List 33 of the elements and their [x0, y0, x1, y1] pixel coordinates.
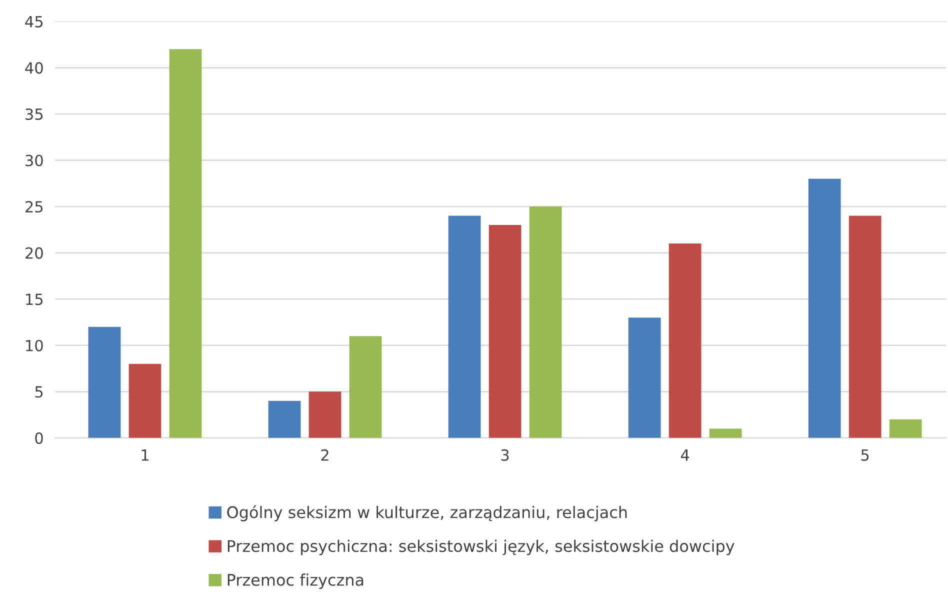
y-tick-label: 45: [25, 16, 43, 28]
legend-label: Ogólny seksizm w kulturze, zarządzaniu, relacjach: [227, 505, 627, 522]
bar: [628, 318, 661, 438]
y-tick-label: 15: [26, 294, 43, 306]
bar: [808, 178, 841, 438]
x-tick-label: 5: [861, 450, 869, 461]
y-tick-label: 5: [35, 386, 43, 398]
bar: [308, 392, 342, 438]
legend-label: Przemoc psychiczna: seksistowski język, seksistowskie dowcipy: [228, 540, 734, 556]
y-tick-label: 30: [26, 154, 43, 166]
y-tick-label: 10: [26, 340, 43, 352]
bar: [128, 364, 162, 438]
x-tick-label: 2: [321, 449, 328, 461]
bar: [488, 225, 522, 438]
bar: [889, 419, 922, 438]
y-tick-label: 40: [25, 62, 43, 74]
x-tick-label: 3: [501, 449, 509, 461]
y-tick-label: 0: [35, 432, 43, 444]
bar: [709, 428, 742, 438]
bar: [169, 49, 202, 438]
y-tick-label: 35: [26, 108, 43, 120]
bar: [448, 216, 481, 438]
bar: [668, 244, 702, 438]
y-tick-label: 25: [26, 200, 43, 213]
bar: [529, 206, 562, 438]
x-tick-label: 1: [142, 450, 148, 461]
y-tick-label: 20: [26, 247, 43, 259]
bar: [349, 336, 382, 438]
bar: [848, 216, 882, 438]
legend-label: Przemoc fizyczna: [228, 574, 364, 589]
bar: [268, 400, 301, 438]
x-tick-label: 4: [680, 450, 690, 461]
bar: [88, 326, 121, 438]
